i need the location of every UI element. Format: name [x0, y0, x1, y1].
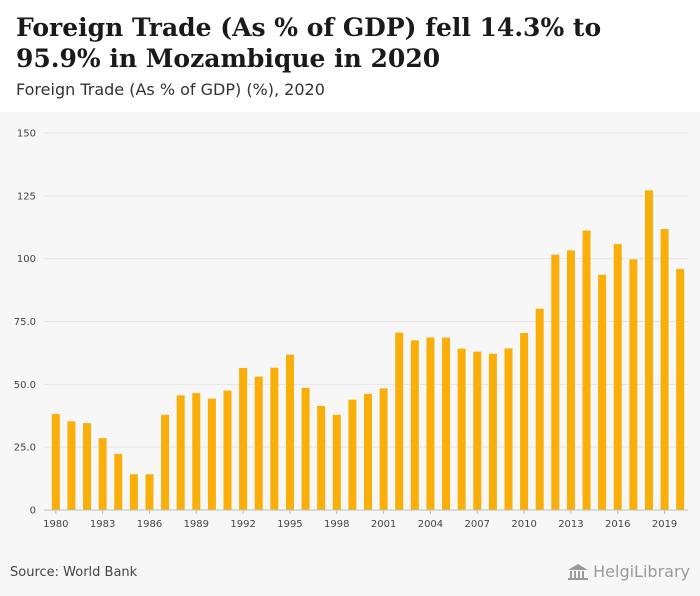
x-tick-label: 1980	[43, 519, 68, 530]
bar	[67, 421, 76, 510]
bar-chart: 0 25.0 50.0 75.0 100 125 150 1980 1983 1986 1989 19…	[14, 129, 688, 530]
bar	[348, 399, 357, 510]
bar	[145, 474, 154, 510]
y-tick-label: 25.0	[14, 443, 36, 454]
bar	[473, 351, 482, 510]
library-building-icon	[568, 563, 589, 580]
chart-title: Foreign Trade (As % of GDP) fell 14.3% t…	[16, 13, 602, 73]
chart-subtitle: Foreign Trade (As % of GDP) (%), 2020	[16, 80, 325, 99]
x-tick-label: 1986	[137, 519, 162, 530]
brand-name: HelgiLibrary	[593, 562, 690, 581]
bar	[176, 395, 185, 510]
bar	[239, 367, 248, 510]
bar	[504, 348, 513, 510]
bar	[223, 390, 232, 510]
bar	[114, 453, 123, 510]
bar	[51, 413, 60, 510]
y-tick-label: 50.0	[14, 380, 36, 391]
bar	[83, 423, 92, 510]
bar	[254, 376, 263, 510]
bar	[566, 250, 575, 510]
x-tick-label: 2019	[652, 519, 677, 530]
x-tick-label: 2016	[605, 519, 630, 530]
bar	[535, 308, 544, 510]
bar	[161, 414, 170, 510]
bar	[129, 474, 138, 510]
bar	[285, 354, 294, 510]
bar	[551, 254, 560, 510]
x-tick-label: 2013	[558, 519, 583, 530]
bar	[676, 268, 685, 510]
bar	[644, 190, 653, 510]
bar	[192, 393, 201, 510]
bar	[379, 388, 388, 510]
bar	[98, 438, 107, 510]
bar	[270, 367, 279, 510]
bar	[613, 244, 622, 510]
bar	[395, 332, 404, 510]
bar	[598, 274, 607, 510]
bar	[442, 337, 451, 510]
bar	[488, 353, 497, 510]
y-tick-label: 150	[17, 129, 36, 140]
bar	[520, 333, 529, 510]
x-tick-label: 2007	[465, 519, 490, 530]
x-tick-label: 1983	[90, 519, 115, 530]
bar	[629, 259, 638, 510]
source-note: Source: World Bank	[10, 565, 138, 580]
bar	[364, 393, 372, 510]
bar	[207, 398, 216, 510]
x-tick-label: 1998	[324, 519, 349, 530]
y-tick-label: 75.0	[14, 317, 36, 328]
y-tick-label: 100	[17, 254, 36, 265]
bar	[426, 337, 435, 510]
y-tick-label: 0	[30, 506, 36, 517]
bar	[660, 229, 669, 510]
bar	[317, 405, 326, 510]
x-tick-label: 2004	[418, 519, 443, 530]
brand-logo[interactable]: HelgiLibrary	[567, 562, 690, 581]
x-tick-label: 2001	[371, 519, 396, 530]
bar	[410, 340, 419, 510]
bar	[332, 414, 341, 510]
bar	[457, 348, 466, 510]
bar	[582, 230, 591, 510]
x-tick-label: 1992	[230, 519, 255, 530]
bar	[301, 387, 310, 510]
x-tick-label: 1989	[184, 519, 209, 530]
y-tick-label: 125	[17, 191, 36, 202]
x-tick-label: 2010	[511, 519, 536, 530]
x-tick-label: 1995	[277, 519, 302, 530]
